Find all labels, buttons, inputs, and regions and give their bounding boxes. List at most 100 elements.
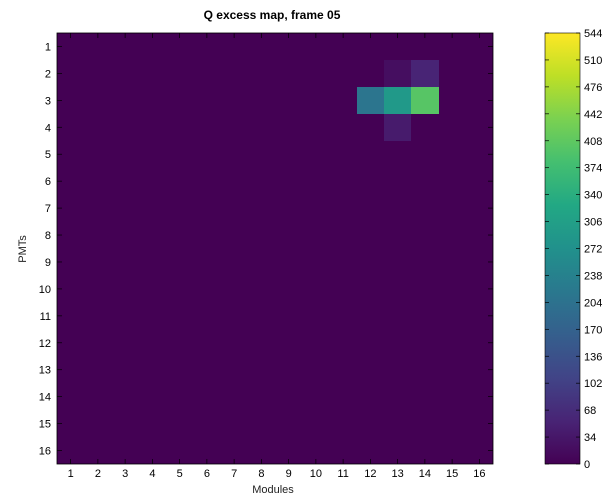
- heatmap-cell: [112, 33, 139, 60]
- heatmap-cell: [439, 222, 466, 249]
- heatmap-cell: [84, 249, 112, 275]
- heatmap-cell: [330, 302, 357, 329]
- heatmap-cell: [84, 195, 112, 222]
- heatmap-cell: [139, 141, 166, 168]
- heatmap-cell: [384, 87, 411, 114]
- x-tick-label: 1: [68, 468, 74, 480]
- heatmap-cell: [112, 60, 139, 87]
- heatmap-cell: [275, 60, 302, 87]
- heatmap-cell: [221, 249, 248, 275]
- colorbar-tick-label: 68: [584, 405, 596, 417]
- heatmap-cell: [275, 329, 302, 356]
- heatmap-cell: [302, 168, 330, 195]
- heatmap-cell: [221, 60, 248, 87]
- heatmap-cell: [330, 275, 357, 302]
- heatmap-cell: [84, 87, 112, 114]
- heatmap-cell: [357, 356, 384, 383]
- heatmap-cell: [411, 329, 439, 356]
- x-tick-label: 7: [231, 468, 237, 480]
- x-tick-label: 8: [258, 468, 264, 480]
- heatmap-cell: [439, 329, 466, 356]
- heatmap-cell: [248, 168, 275, 195]
- heatmap-cell: [166, 141, 193, 168]
- heatmap-cell: [384, 383, 411, 410]
- heatmap-cell: [275, 168, 302, 195]
- heatmap-cell: [248, 410, 275, 437]
- heatmap-cell: [84, 141, 112, 168]
- heatmap-cell: [112, 141, 139, 168]
- heatmap-cell: [302, 222, 330, 249]
- heatmap-cell: [275, 302, 302, 329]
- heatmap-cell: [275, 114, 302, 141]
- heatmap-cell: [330, 168, 357, 195]
- heatmap-cell: [221, 222, 248, 249]
- colorbar-tick-label: 136: [584, 351, 602, 363]
- colorbar-ticks: 0 34 68 102 136 170 204 238 272 306 340 374 408 442 47…: [545, 28, 602, 471]
- heatmap-cell: [302, 60, 330, 87]
- heatmap-cell: [112, 222, 139, 249]
- colorbar-tick-label: 238: [584, 270, 602, 282]
- heatmap-cell: [166, 329, 193, 356]
- heatmap-cell: [439, 33, 466, 60]
- heatmap-cell: [193, 410, 221, 437]
- heatmap-cell: [193, 60, 221, 87]
- y-tick-label: 11: [40, 311, 51, 323]
- heatmap-cell: [411, 383, 439, 410]
- heatmap-cell: [330, 329, 357, 356]
- heatmap-cell: [193, 275, 221, 302]
- heatmap-cell: [84, 275, 112, 302]
- heatmap-cell: [166, 356, 193, 383]
- colorbar-tick-label: 340: [584, 190, 602, 202]
- heatmap-cell: [384, 141, 411, 168]
- heatmap-cell: [221, 141, 248, 168]
- y-tick-label: 15: [39, 419, 51, 431]
- heatmap-cell: [357, 302, 384, 329]
- y-tick-label: 12: [39, 338, 51, 350]
- heatmap-cell: [139, 356, 166, 383]
- heatmap-cell: [221, 302, 248, 329]
- y-tick-label: 13: [39, 365, 51, 377]
- x-tick-label: 12: [364, 468, 376, 480]
- colorbar-tick-label: 442: [584, 109, 602, 121]
- heatmap-cell: [112, 329, 139, 356]
- heatmap-cell: [384, 410, 411, 437]
- heatmap-cell: [112, 87, 139, 114]
- heatmap-cell: [275, 356, 302, 383]
- colorbar-tick-label: 170: [584, 324, 602, 336]
- heatmap-cell: [84, 302, 112, 329]
- colorbar: [544, 32, 581, 465]
- x-tick-label: 3: [122, 468, 128, 480]
- heatmap-cell: [139, 275, 166, 302]
- heatmap-cell: [411, 275, 439, 302]
- heatmap-cell: [84, 410, 112, 437]
- heatmap-cell: [330, 437, 357, 464]
- heatmap-cell: [112, 195, 139, 222]
- colorbar-tick-label: 476: [584, 82, 602, 94]
- heatmap-cell: [112, 410, 139, 437]
- heatmap-cell: [166, 114, 193, 141]
- heatmap-cell: [166, 249, 193, 275]
- heatmap-cell: [112, 168, 139, 195]
- heatmap-cell: [139, 60, 166, 87]
- heatmap-cell: [275, 141, 302, 168]
- heatmap-cell: [139, 87, 166, 114]
- heatmap-cell: [439, 195, 466, 222]
- colorbar-tick-label: 306: [584, 217, 602, 229]
- heatmap-cell: [275, 249, 302, 275]
- heatmap-cell: [139, 195, 166, 222]
- heatmap-cell: [302, 410, 330, 437]
- heatmap-cell: [411, 356, 439, 383]
- heatmap-cell: [166, 168, 193, 195]
- heatmap-cell: [248, 383, 275, 410]
- y-tick-label: 8: [45, 230, 51, 242]
- heatmap-cell: [330, 222, 357, 249]
- heatmap-cell: [411, 302, 439, 329]
- heatmap-cell: [411, 141, 439, 168]
- heatmap-cell: [439, 275, 466, 302]
- heatmap-cell: [439, 141, 466, 168]
- heatmap-cells: [57, 33, 493, 464]
- heatmap-cell: [384, 168, 411, 195]
- heatmap-cell: [57, 195, 84, 222]
- heatmap-cell: [384, 195, 411, 222]
